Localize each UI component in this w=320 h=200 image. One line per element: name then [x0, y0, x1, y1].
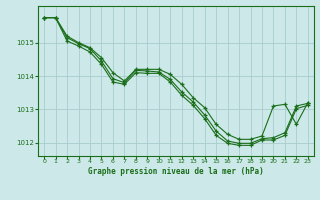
X-axis label: Graphe pression niveau de la mer (hPa): Graphe pression niveau de la mer (hPa)	[88, 167, 264, 176]
